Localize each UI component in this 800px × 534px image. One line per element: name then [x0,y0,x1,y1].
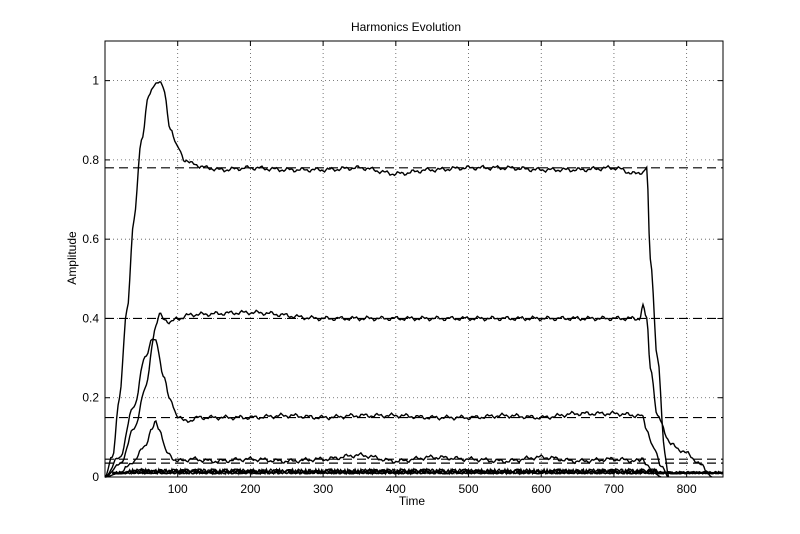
chart-title: Harmonics Evolution [351,20,461,34]
series-line [104,338,669,478]
x-tick-label: 300 [313,482,333,496]
x-tick-label: 500 [459,482,479,496]
series-line [104,81,670,478]
y-tick-label: 0.8 [82,153,99,167]
x-tick-label: 800 [677,482,697,496]
y-tick-label: 0 [92,470,99,484]
y-tick-label: 0.4 [82,311,99,325]
x-axis-label: Time [399,494,426,508]
series-line [104,301,713,478]
y-tick-label: 1 [92,74,99,88]
noise-line [112,468,724,475]
y-tick-label: 0.6 [82,232,99,246]
x-tick-label: 700 [604,482,624,496]
axes-box [104,40,724,478]
x-tick-label: 100 [168,482,188,496]
x-tick-label: 400 [386,482,406,496]
series-line [104,419,662,478]
x-tick-label: 200 [240,482,260,496]
x-tick-label: 600 [531,482,551,496]
y-tick-label: 0.2 [82,391,99,405]
series-lines [104,81,713,478]
y-axis-label: Amplitude [65,231,79,285]
noise-band [111,467,724,476]
axis-ticks: 100 200 300 400 500 600 700 800 0 0.2 0.4 0.6 0.8 1 [82,41,723,496]
noise-line [112,468,724,475]
